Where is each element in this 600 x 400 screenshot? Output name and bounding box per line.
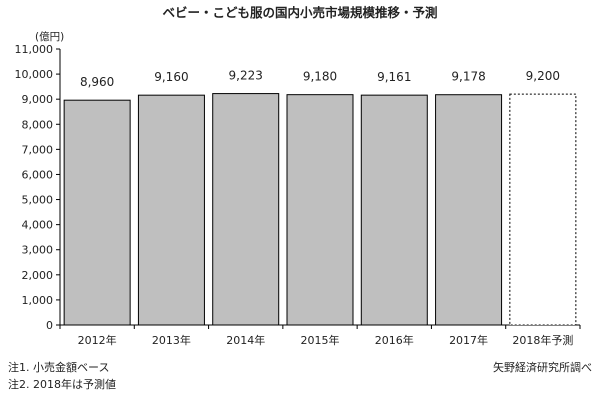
y-tick-label: 8,000 (22, 118, 54, 131)
plot-area: 0 1,000 2,000 3,000 4,000 5,000 6,000 7,000 8,00… (15, 43, 581, 347)
y-tick-label: 5,000 (22, 194, 54, 207)
x-tick-label: 2017年 (449, 333, 488, 347)
forecast-bar (509, 93, 577, 326)
x-tick-label: 2015年 (301, 333, 340, 347)
bar (435, 94, 503, 326)
data-label: 9,200 (526, 69, 560, 83)
footnote-1: 注1. 小売金額ベース (8, 360, 109, 374)
footnote-2: 注2. 2018年は予測値 (8, 377, 116, 391)
data-label: 8,960 (80, 75, 114, 89)
x-tick-label: 2013年 (152, 333, 191, 347)
source-credit: 矢野経済研究所調べ (493, 360, 592, 374)
y-tick-label: 1,000 (22, 294, 54, 307)
bar (212, 93, 280, 326)
y-tick-label: 4,000 (22, 219, 54, 232)
data-label: 9,161 (377, 70, 411, 84)
bar (286, 94, 354, 326)
bar (137, 94, 205, 326)
y-tick-label: 2,000 (22, 269, 54, 282)
x-tick-label: 2014年 (226, 333, 265, 347)
data-label: 9,223 (229, 69, 263, 83)
y-tick-label: 9,000 (22, 93, 54, 106)
y-tick-label: 10,000 (15, 68, 54, 81)
x-tick-label: 2012年 (78, 333, 117, 347)
data-label: 9,160 (154, 70, 188, 84)
y-tick-label: 3,000 (22, 244, 54, 257)
y-tick-label: 7,000 (22, 143, 54, 156)
bar (63, 99, 131, 326)
y-axis-unit-label: (億円) (35, 30, 64, 43)
chart-title: ベビー・こども服の国内小売市場規模推移・予測 (162, 5, 437, 20)
data-label: 9,178 (451, 70, 485, 84)
y-tick-label: 6,000 (22, 168, 54, 181)
x-tick-label: 2018年予測 (512, 333, 573, 347)
x-tick-label: 2016年 (375, 333, 414, 347)
bar (360, 94, 428, 326)
y-tick-label: 0 (46, 319, 53, 332)
y-tick-label: 11,000 (15, 43, 54, 56)
data-label: 9,180 (303, 70, 337, 84)
